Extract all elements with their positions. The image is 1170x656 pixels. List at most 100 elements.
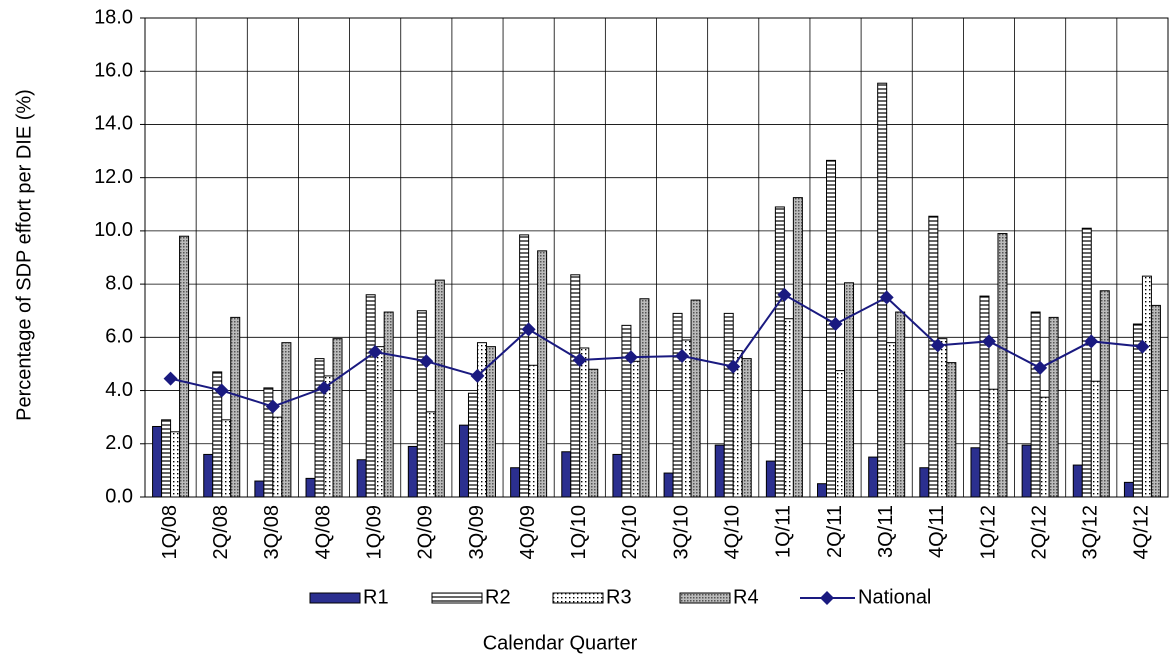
bar	[434, 279, 445, 498]
bar	[528, 364, 539, 498]
bar	[416, 310, 427, 498]
marker	[726, 359, 741, 374]
x-tick-label: 4Q/09	[517, 505, 539, 559]
bar	[946, 362, 957, 498]
bar	[1150, 304, 1161, 498]
x-tick-label: 4Q/08	[312, 505, 334, 559]
marker	[930, 338, 945, 353]
marker	[981, 334, 996, 349]
bar	[458, 424, 469, 498]
bar	[1039, 396, 1050, 498]
marker	[521, 322, 536, 337]
bar	[928, 215, 939, 498]
y-tick-label: 6.0	[105, 326, 133, 348]
y-tick-label: 0.0	[105, 485, 133, 507]
bar	[519, 234, 530, 498]
legend-swatch	[679, 592, 731, 604]
bar	[383, 311, 394, 498]
bar	[1081, 227, 1092, 498]
bar	[537, 250, 548, 498]
bar	[221, 419, 232, 498]
legend-label: R3	[606, 586, 632, 608]
x-tick-label: 2Q/12	[1028, 505, 1050, 559]
legend-marker	[820, 591, 834, 605]
legend-label: R1	[363, 586, 389, 608]
y-tick-label: 16.0	[94, 60, 133, 82]
bar	[254, 480, 265, 498]
y-tick-label: 8.0	[105, 272, 133, 294]
legend-label: National	[858, 586, 931, 608]
x-tick-label: 1Q/11	[773, 505, 795, 558]
marker	[1084, 334, 1099, 349]
marker	[572, 352, 587, 367]
bar	[230, 316, 241, 498]
y-tick-label: 10.0	[94, 219, 133, 241]
bar	[765, 460, 776, 498]
bar	[356, 459, 367, 498]
bar	[305, 477, 316, 498]
bar	[937, 338, 948, 498]
y-tick-label: 18.0	[94, 6, 133, 28]
bar	[314, 358, 325, 498]
x-axis-title: Calendar Quarter	[483, 632, 638, 654]
x-tick-label: 2Q/10	[619, 505, 641, 559]
x-tick-label: 1Q/10	[568, 505, 590, 559]
bar	[783, 318, 794, 498]
marker	[623, 350, 638, 365]
bar	[621, 324, 632, 498]
y-tick-label: 4.0	[105, 379, 133, 401]
bar	[1123, 481, 1134, 498]
bar	[588, 368, 599, 498]
bar	[1072, 464, 1083, 498]
line	[170, 293, 1143, 408]
marker	[777, 287, 792, 302]
marker	[163, 371, 178, 386]
x-tick-label: 3Q/11	[875, 505, 897, 558]
bar	[630, 360, 641, 498]
x-tick-label: 3Q/08	[261, 505, 283, 559]
bar	[970, 447, 981, 498]
bar	[1090, 380, 1101, 498]
bar	[281, 342, 292, 498]
y-tick-label: 2.0	[105, 432, 133, 454]
bar	[997, 233, 1008, 498]
bar	[877, 82, 888, 498]
bar	[332, 338, 343, 498]
marker	[419, 354, 434, 369]
marker	[317, 380, 332, 395]
bar	[895, 311, 906, 498]
bar	[919, 467, 930, 498]
y-tick-label: 12.0	[94, 166, 133, 188]
x-tick-label: 2Q/11	[824, 505, 846, 558]
bar	[979, 295, 990, 498]
bar	[732, 350, 743, 498]
bar	[663, 472, 674, 498]
bar	[1048, 316, 1059, 498]
x-tick-label: 1Q/09	[363, 505, 385, 559]
x-tick-label: 2Q/08	[210, 505, 232, 559]
bar	[170, 431, 181, 498]
marker	[675, 348, 690, 363]
bar	[161, 419, 172, 498]
plot-border	[144, 17, 1169, 498]
y-tick-label: 14.0	[94, 113, 133, 135]
bar	[374, 346, 385, 498]
bar	[835, 370, 846, 498]
marker	[1033, 360, 1048, 375]
bar	[570, 274, 581, 498]
bar	[476, 342, 487, 498]
bar	[1021, 444, 1032, 498]
bar	[407, 445, 418, 498]
bar	[868, 456, 879, 498]
legend-label: R4	[733, 586, 759, 608]
x-tick-label: 1Q/12	[977, 505, 999, 559]
x-tick-label: 2Q/09	[415, 505, 437, 559]
bar	[1099, 290, 1110, 498]
bar	[561, 451, 572, 498]
marker	[1135, 339, 1150, 354]
bar	[152, 425, 163, 498]
bar	[714, 444, 725, 498]
bar	[792, 197, 803, 498]
legend-label: R2	[485, 586, 511, 608]
